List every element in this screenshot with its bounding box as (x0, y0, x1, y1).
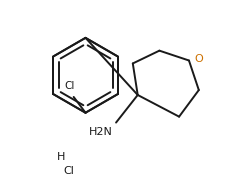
Text: Cl: Cl (65, 81, 75, 91)
Text: O: O (194, 54, 203, 64)
Text: Cl: Cl (63, 166, 74, 176)
Text: H: H (57, 152, 65, 162)
Text: H2N: H2N (89, 127, 113, 137)
